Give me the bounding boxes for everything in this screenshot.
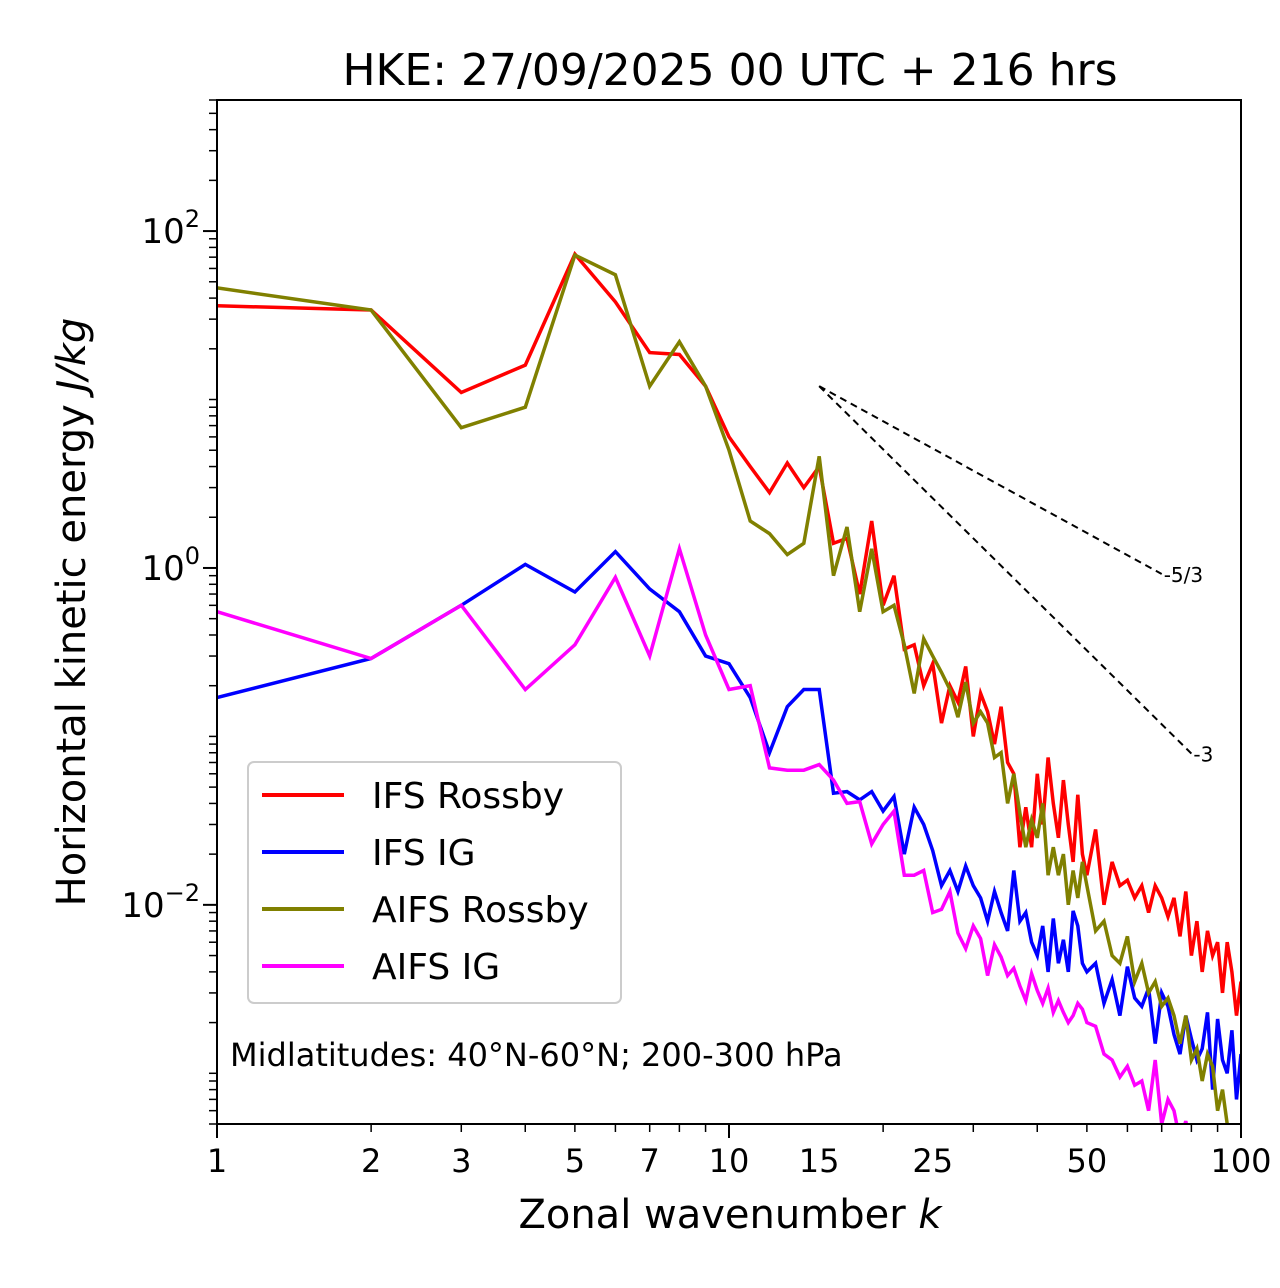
x-tick-label: 7 — [640, 1142, 660, 1180]
x-tick-label: 5 — [565, 1142, 585, 1180]
series-line — [217, 549, 1241, 1100]
reference-line — [818, 385, 1193, 755]
reference-slope-labels: -5/3 -3 — [1164, 563, 1214, 767]
legend-label: AIFS Rossby — [372, 890, 589, 931]
series-line — [217, 542, 1189, 1124]
plot-frame — [216, 99, 1242, 1125]
x-tick-label: 3 — [451, 1142, 471, 1180]
x-tick-label: 100 — [1210, 1142, 1271, 1180]
x-tick-labels: 1 2 3 5 7 10 15 25 50 100 — [207, 1142, 1272, 1180]
legend: IFS Rossby IFS IG AIFS Rossby AIFS IG — [247, 761, 622, 1004]
y-axis-label-text: Horizontal kinetic energy — [49, 404, 95, 906]
series-lines — [217, 250, 1241, 1124]
y-tick-label: 10−2 — [121, 879, 200, 926]
series-line — [217, 252, 1230, 1124]
y-axis-label: Horizontal kinetic energy J/kg — [49, 318, 95, 907]
reference-slope-lines — [818, 385, 1193, 755]
x-tick-label: 10 — [709, 1142, 750, 1180]
x-tick-label: 2 — [361, 1142, 381, 1180]
legend-label: AIFS IG — [372, 947, 500, 988]
reference-line — [818, 385, 1163, 575]
legend-label: IFS IG — [372, 833, 476, 874]
x-tick-label: 1 — [207, 1142, 227, 1180]
y-tick-label: 102 — [141, 205, 200, 252]
region-annotation: Midlatitudes: 40°N-60°N; 200-300 hPa — [230, 1036, 843, 1074]
x-axis-label: Zonal wavenumber k — [518, 1192, 943, 1238]
x-axis-label-text: Zonal wavenumber — [518, 1192, 906, 1238]
y-axis-label-units: J/kg — [49, 318, 95, 399]
reference-line-label: -5/3 — [1164, 563, 1203, 587]
axis-ticks — [203, 99, 1242, 1138]
legend-box — [247, 761, 622, 1004]
chart-title: HKE: 27/09/2025 00 UTC + 216 hrs — [342, 45, 1117, 96]
x-tick-label: 25 — [912, 1142, 953, 1180]
y-tick-label: 100 — [141, 542, 200, 589]
x-tick-label: 50 — [1067, 1142, 1108, 1180]
series-line — [217, 250, 1241, 1016]
y-tick-labels: 102 100 10−2 — [121, 205, 200, 926]
legend-label: IFS Rossby — [372, 776, 564, 817]
reference-line-label: -3 — [1193, 743, 1213, 767]
x-axis-label-var: k — [918, 1192, 943, 1238]
x-tick-label: 15 — [799, 1142, 840, 1180]
